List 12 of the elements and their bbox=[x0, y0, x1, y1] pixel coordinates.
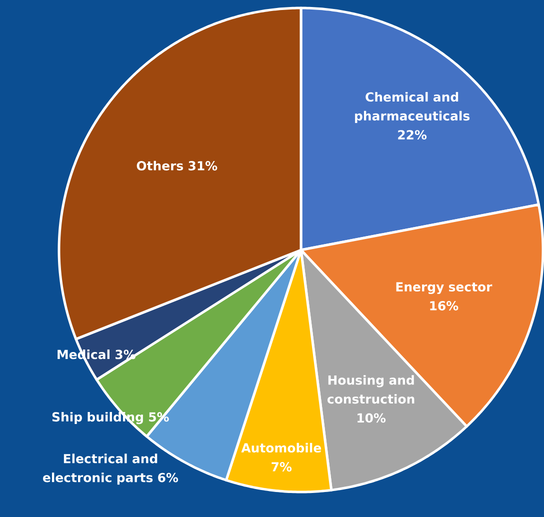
slice-label: Energy sector bbox=[396, 282, 492, 294]
data-label: 31% bbox=[188, 161, 218, 170]
slice-label: Automobile bbox=[241, 442, 322, 453]
slice-label: Chemical and pharmaceuticals bbox=[355, 92, 470, 123]
data-label: 10% bbox=[358, 413, 386, 423]
data-label: 22% bbox=[398, 130, 427, 140]
data-label: 16% bbox=[430, 301, 458, 310]
slice-label: Electrical and electronic parts bbox=[43, 454, 158, 485]
data-label: 6% bbox=[158, 472, 178, 482]
data-label: 7% bbox=[272, 462, 292, 472]
slice-label: Others bbox=[136, 160, 184, 170]
slice-label: Housing and construction bbox=[328, 375, 414, 404]
